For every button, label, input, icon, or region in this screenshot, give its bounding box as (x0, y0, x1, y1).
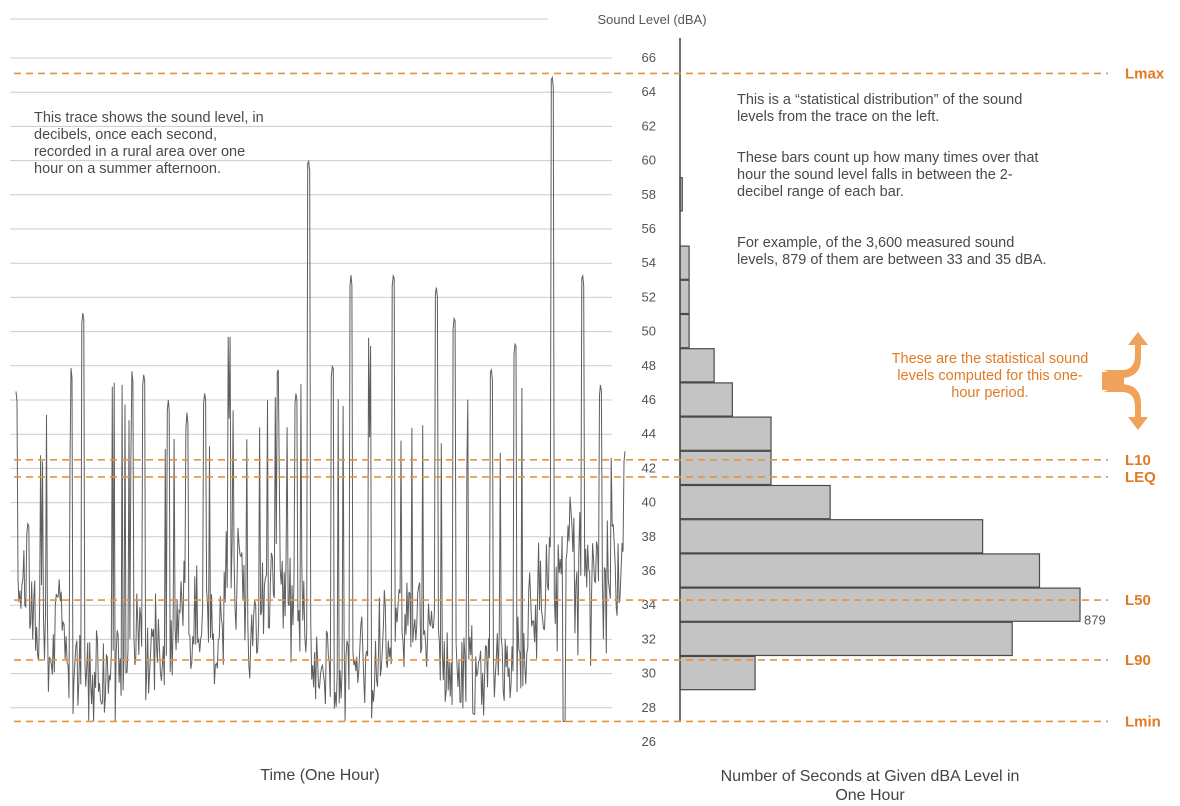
y-tick-label: 32 (642, 631, 656, 646)
y-tick-label: 36 (642, 563, 656, 578)
stat-label-l10: L10 (1125, 452, 1151, 469)
histogram-bar (679, 382, 733, 417)
sound-trace (15, 75, 626, 722)
y-tick-label: 34 (642, 597, 656, 612)
histogram-bar (679, 587, 1081, 622)
bars-description: These bars count up how many times over … (737, 150, 1039, 200)
right-x-axis-label-line-2: One Hour (835, 787, 905, 804)
histogram-bar (679, 313, 690, 349)
stat-label-lmax: Lmax (1125, 65, 1165, 82)
left-x-axis-label: Time (One Hour) (260, 767, 380, 784)
y-tick-label: 52 (642, 289, 656, 304)
y-tick-label: 64 (642, 84, 656, 99)
y-tick-label: 60 (642, 153, 656, 168)
y-tick-label: 56 (642, 221, 656, 236)
y-tick-label: 54 (642, 255, 656, 270)
histogram-bar (679, 450, 772, 486)
y-tick-label: 38 (642, 529, 656, 544)
y-tick-label: 50 (642, 324, 656, 339)
trace-description: This trace shows the sound level, in dec… (34, 110, 264, 177)
histogram-bar (679, 553, 1041, 588)
y-tick-label: 30 (642, 666, 656, 681)
stat-label-l90: L90 (1125, 652, 1151, 669)
y-tick-label: 66 (642, 50, 656, 65)
histogram-bar (679, 621, 1013, 657)
y-tick-label: 62 (642, 118, 656, 133)
histogram-bar (679, 245, 690, 280)
y-axis: 66 64 62 60 58 56 54 52 50 48 46 44 42 40 38 36 34 32 30 28… (597, 12, 706, 749)
trace-line (15, 75, 626, 722)
y-tick-label: 44 (642, 426, 656, 441)
histogram-bars: 879 (679, 177, 1106, 691)
y-tick-label: 46 (642, 392, 656, 407)
double-arrow-icon (1102, 332, 1148, 430)
right-x-axis-label-line-1: Number of Seconds at Given dBA Level in (720, 768, 1020, 785)
stat-label-lmin: Lmin (1125, 713, 1161, 730)
histogram-bar (679, 348, 715, 383)
histogram-bar (679, 416, 772, 451)
example-description: For example, of the 3,600 measured sound… (737, 235, 1047, 268)
stat-label-leq: LEQ (1125, 469, 1156, 486)
histogram-bar (679, 519, 984, 554)
y-tick-label: 26 (642, 734, 656, 749)
stat-label-l50: L50 (1125, 592, 1151, 609)
distribution-description: This is a “statistical distribution” of … (737, 92, 1023, 125)
bar-value-label: 879 (1084, 612, 1106, 627)
y-tick-label: 48 (642, 358, 656, 373)
histogram-bar (679, 655, 756, 691)
histogram-bar (679, 484, 831, 520)
right-x-axis-label: Number of Seconds at Given dBA Level in … (700, 767, 1040, 805)
y-tick-label: 40 (642, 495, 656, 510)
y-tick-label: 42 (642, 460, 656, 475)
y-tick-label: 58 (642, 187, 656, 202)
histogram-bar (679, 279, 690, 315)
y-tick-label: 28 (642, 700, 656, 715)
statistical-levels-note: These are the statistical sound levels c… (891, 351, 1089, 401)
y-axis-title: Sound Level (dBA) (597, 12, 706, 27)
